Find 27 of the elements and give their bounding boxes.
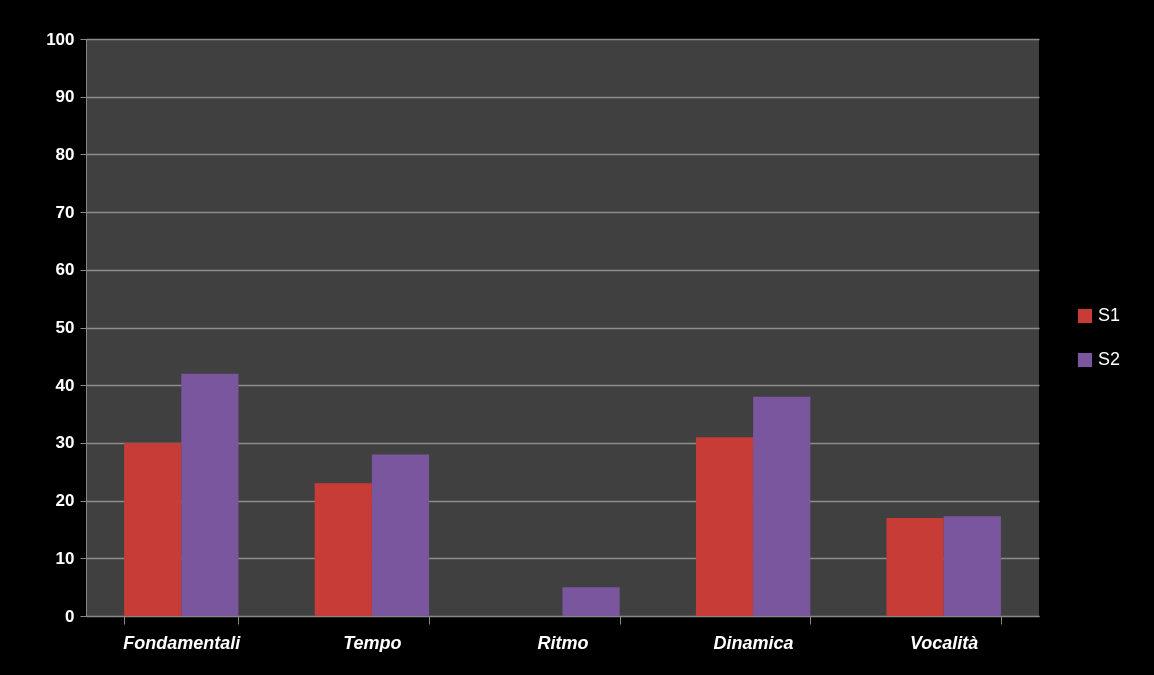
x-tick-label: Fondamentali xyxy=(123,632,242,653)
x-tick-label: Vocalità xyxy=(910,632,979,653)
bar xyxy=(886,517,944,616)
bar xyxy=(371,454,430,616)
bar xyxy=(695,437,754,616)
y-tick-label: 80 xyxy=(55,144,75,164)
x-tick-label: Dinamica xyxy=(713,632,794,653)
y-tick-label: 20 xyxy=(55,491,75,511)
y-tick-label: 10 xyxy=(55,548,75,568)
y-tick-label: 30 xyxy=(55,433,75,453)
bar xyxy=(562,587,620,616)
bar xyxy=(314,483,372,616)
bar xyxy=(753,396,811,616)
x-tick-label: Tempo xyxy=(343,632,402,653)
legend-label: S2 xyxy=(1098,349,1121,369)
y-tick-label: 40 xyxy=(55,375,75,395)
y-tick-label: 50 xyxy=(55,318,75,337)
y-tick-label: 100 xyxy=(46,29,75,49)
y-tick-label: 90 xyxy=(55,87,75,107)
bar xyxy=(943,516,1001,616)
legend-label: S1 xyxy=(1098,305,1121,325)
y-tick-label: 70 xyxy=(55,202,75,222)
x-tick-label: Ritmo xyxy=(537,632,589,653)
bar xyxy=(124,442,182,616)
y-tick-label: 60 xyxy=(55,260,75,280)
bar xyxy=(181,373,239,616)
y-tick-label: 0 xyxy=(65,606,75,626)
